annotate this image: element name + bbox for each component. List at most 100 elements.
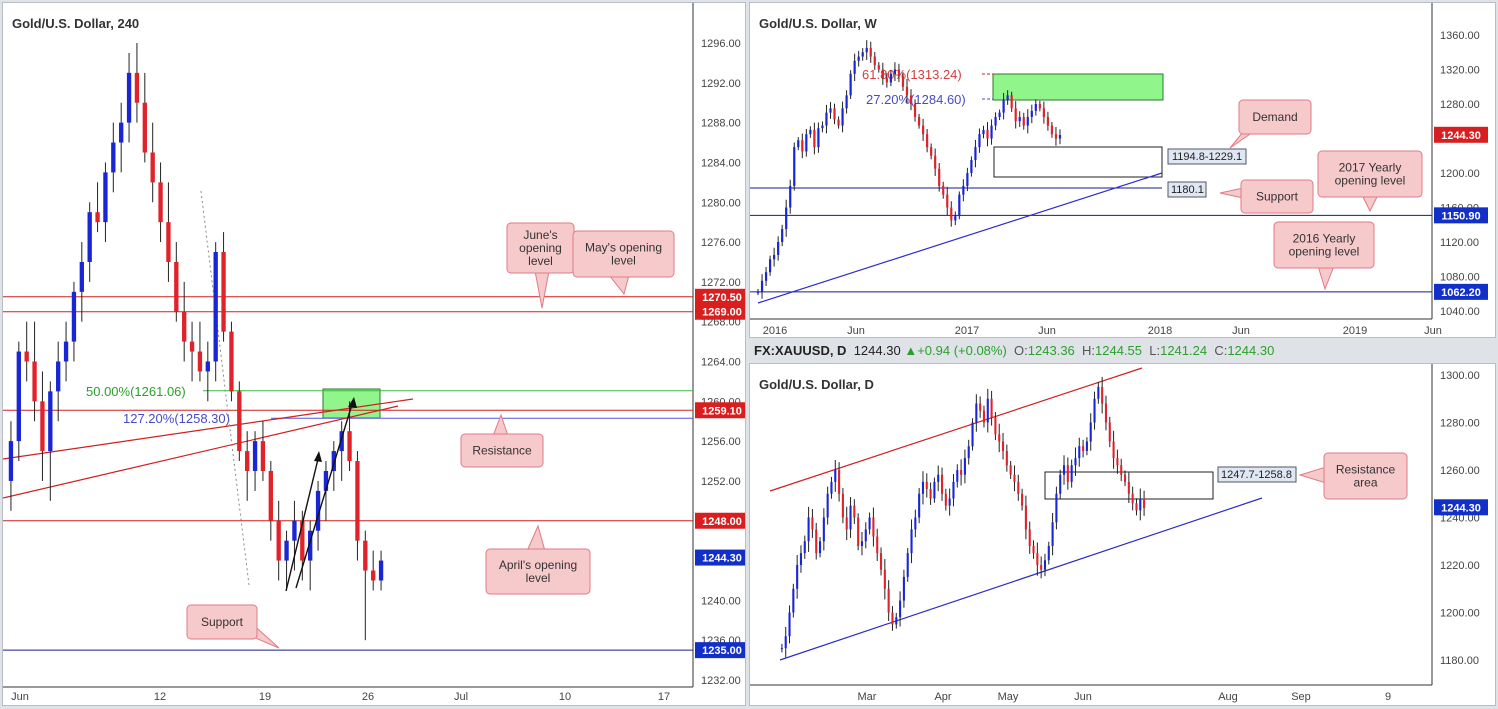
chart-240-ytick: 1272.00 [701,277,741,289]
callout-may-opening-box [572,230,675,278]
chart-weekly-candle [1046,116,1050,126]
chart-weekly-candle [1006,95,1009,100]
chart-240-candle [32,361,37,402]
low-label: L: [1149,343,1161,358]
chart-240-level-label-bg [695,402,745,419]
chart-daily-candle [994,417,997,435]
chart-daily-candle [1047,546,1050,561]
chart-daily-upper-channel [769,367,1143,492]
chart-weekly-candle [853,60,856,74]
chart-240-fib127-label: 127.20%(1258.30) [123,411,230,426]
callout-june-opening-text: opening [519,241,562,255]
chart-weekly-demand-zone [993,146,1163,178]
chart-240-xtick: 17 [658,691,670,703]
chart-daily-xtick: Sep [1291,691,1311,703]
callout-2017-opening-text: 2017 Yearly [1339,161,1402,175]
chart-240-xtick: 12 [154,691,166,703]
callout-2017-opening-box [1317,150,1423,198]
chart-weekly-svg[interactable]: 1360.001320.001280.001240.001200.001160.… [750,3,1496,338]
chart-240-candle [229,331,234,392]
chart-weekly-xtick: Jun [1038,325,1056,337]
chart-daily-candle [1001,441,1005,451]
chart-weekly-last-price-bg [1434,126,1488,143]
chart-weekly-xtick: Jun [1424,325,1442,337]
chart-daily-candle [1082,446,1085,451]
chart-daily-candle [822,517,825,542]
chart-daily-candle [982,410,986,423]
chart-weekly-candle [849,73,852,96]
chart-240-candle [103,172,108,223]
chart-daily-candle [963,458,966,475]
header-price: 1244.30 [853,343,901,358]
chart-240-candle [119,122,124,143]
chart-weekly-candle [825,112,828,126]
chart-240-candle [315,490,321,531]
chart-240-candle [276,520,281,561]
chart-daily-ytick: 1200.00 [1440,608,1480,620]
chart-weekly-candle [785,207,788,230]
symbol-header: FX:XAUUSD, D 1244.30 ▲+0.94 (+0.08%) O:1… [754,343,1274,358]
chart-240-dotted-line [200,190,250,586]
header-change: +0.94 (+0.08%) [917,343,1007,358]
callout-2016-opening-text: opening level [1289,245,1360,259]
chart-weekly-candle [857,56,860,61]
chart-daily-candle [857,517,860,546]
chart-weekly-candle [982,129,985,135]
chart-weekly-candle [817,128,820,148]
chart-240-arrowhead-1 [314,451,322,462]
chart-daily-candle [1135,503,1138,511]
chart-weekly-xtick: 2016 [763,325,787,337]
callout-resistance-area-text: Resistance [1336,463,1396,477]
chart-panel-daily[interactable]: 1300.00 1280.00 1260.00 1240.00 1220.00 1200.… [749,363,1496,706]
chart-240-candle [126,72,132,123]
chart-240-svg[interactable]: 1296.00 1292.00 1288.00 1284.00 1280.00 1276.… [3,3,746,706]
callout-resistance-area-text: area [1353,476,1377,490]
chart-240-xtick: 19 [259,691,271,703]
chart-panel-240[interactable]: 1296.00 1292.00 1288.00 1284.00 1280.00 1276.… [2,2,746,706]
chart-240-ytick: 1232.00 [701,675,741,687]
chart-weekly-candle [1002,99,1005,113]
chart-240-candle [292,520,297,541]
chart-daily-candle [1051,522,1054,546]
chart-weekly-candle [1030,110,1033,117]
chart-weekly-candle [1042,108,1045,117]
chart-daily-candle [818,541,822,554]
chart-weekly-level-label-bg [1434,283,1488,300]
chart-daily-candle [1036,553,1039,565]
chart-daily-ytick: 1220.00 [1440,560,1480,572]
callout-april-opening-tail [526,524,546,552]
chart-daily-candle [1055,493,1058,523]
chart-daily-candle [960,470,963,475]
chart-240-candle [371,570,376,581]
chart-weekly-candle [805,134,808,152]
chart-weekly-candle [913,104,917,117]
chart-weekly-candle [829,108,832,113]
chart-daily-xtick: Aug [1218,691,1238,703]
chart-weekly-green-zone [992,73,1164,101]
chart-weekly-xtick: 2018 [1148,325,1172,337]
chart-240-candle [158,182,163,223]
chart-daily-candle [925,481,928,489]
callout-june-opening-text: level [528,254,553,268]
chart-weekly-candle [877,65,880,70]
chart-daily-zone-label-bg [1217,466,1297,483]
chart-240-candle [71,291,77,342]
chart-daily-candle [1093,398,1096,423]
chart-daily-zone-label: 1247.7-1258.8 [1221,469,1292,481]
close-label: C: [1214,343,1228,358]
chart-weekly-candle [946,194,949,208]
chart-weekly-candle [1014,108,1017,122]
chart-daily-last-price: 1244.30 [1441,502,1481,514]
chart-daily-candle [1123,474,1127,482]
chart-daily-candle [956,470,959,482]
chart-panel-weekly[interactable]: 1360.001320.001280.001240.001200.001160.… [749,2,1496,338]
chart-daily-svg[interactable]: 1300.00 1280.00 1260.00 1240.00 1220.00 1200.… [750,364,1496,706]
chart-daily-candle [868,517,871,530]
chart-daily-candle [986,398,989,423]
chart-240-last-price-bg [695,549,745,566]
chart-daily-ytick: 1300.00 [1440,370,1480,382]
chart-daily-candle [830,481,833,494]
chart-240-trendline-1 [3,398,414,460]
callout-2016-opening-tail [1317,265,1335,291]
callout-may-opening-text: level [611,254,636,268]
